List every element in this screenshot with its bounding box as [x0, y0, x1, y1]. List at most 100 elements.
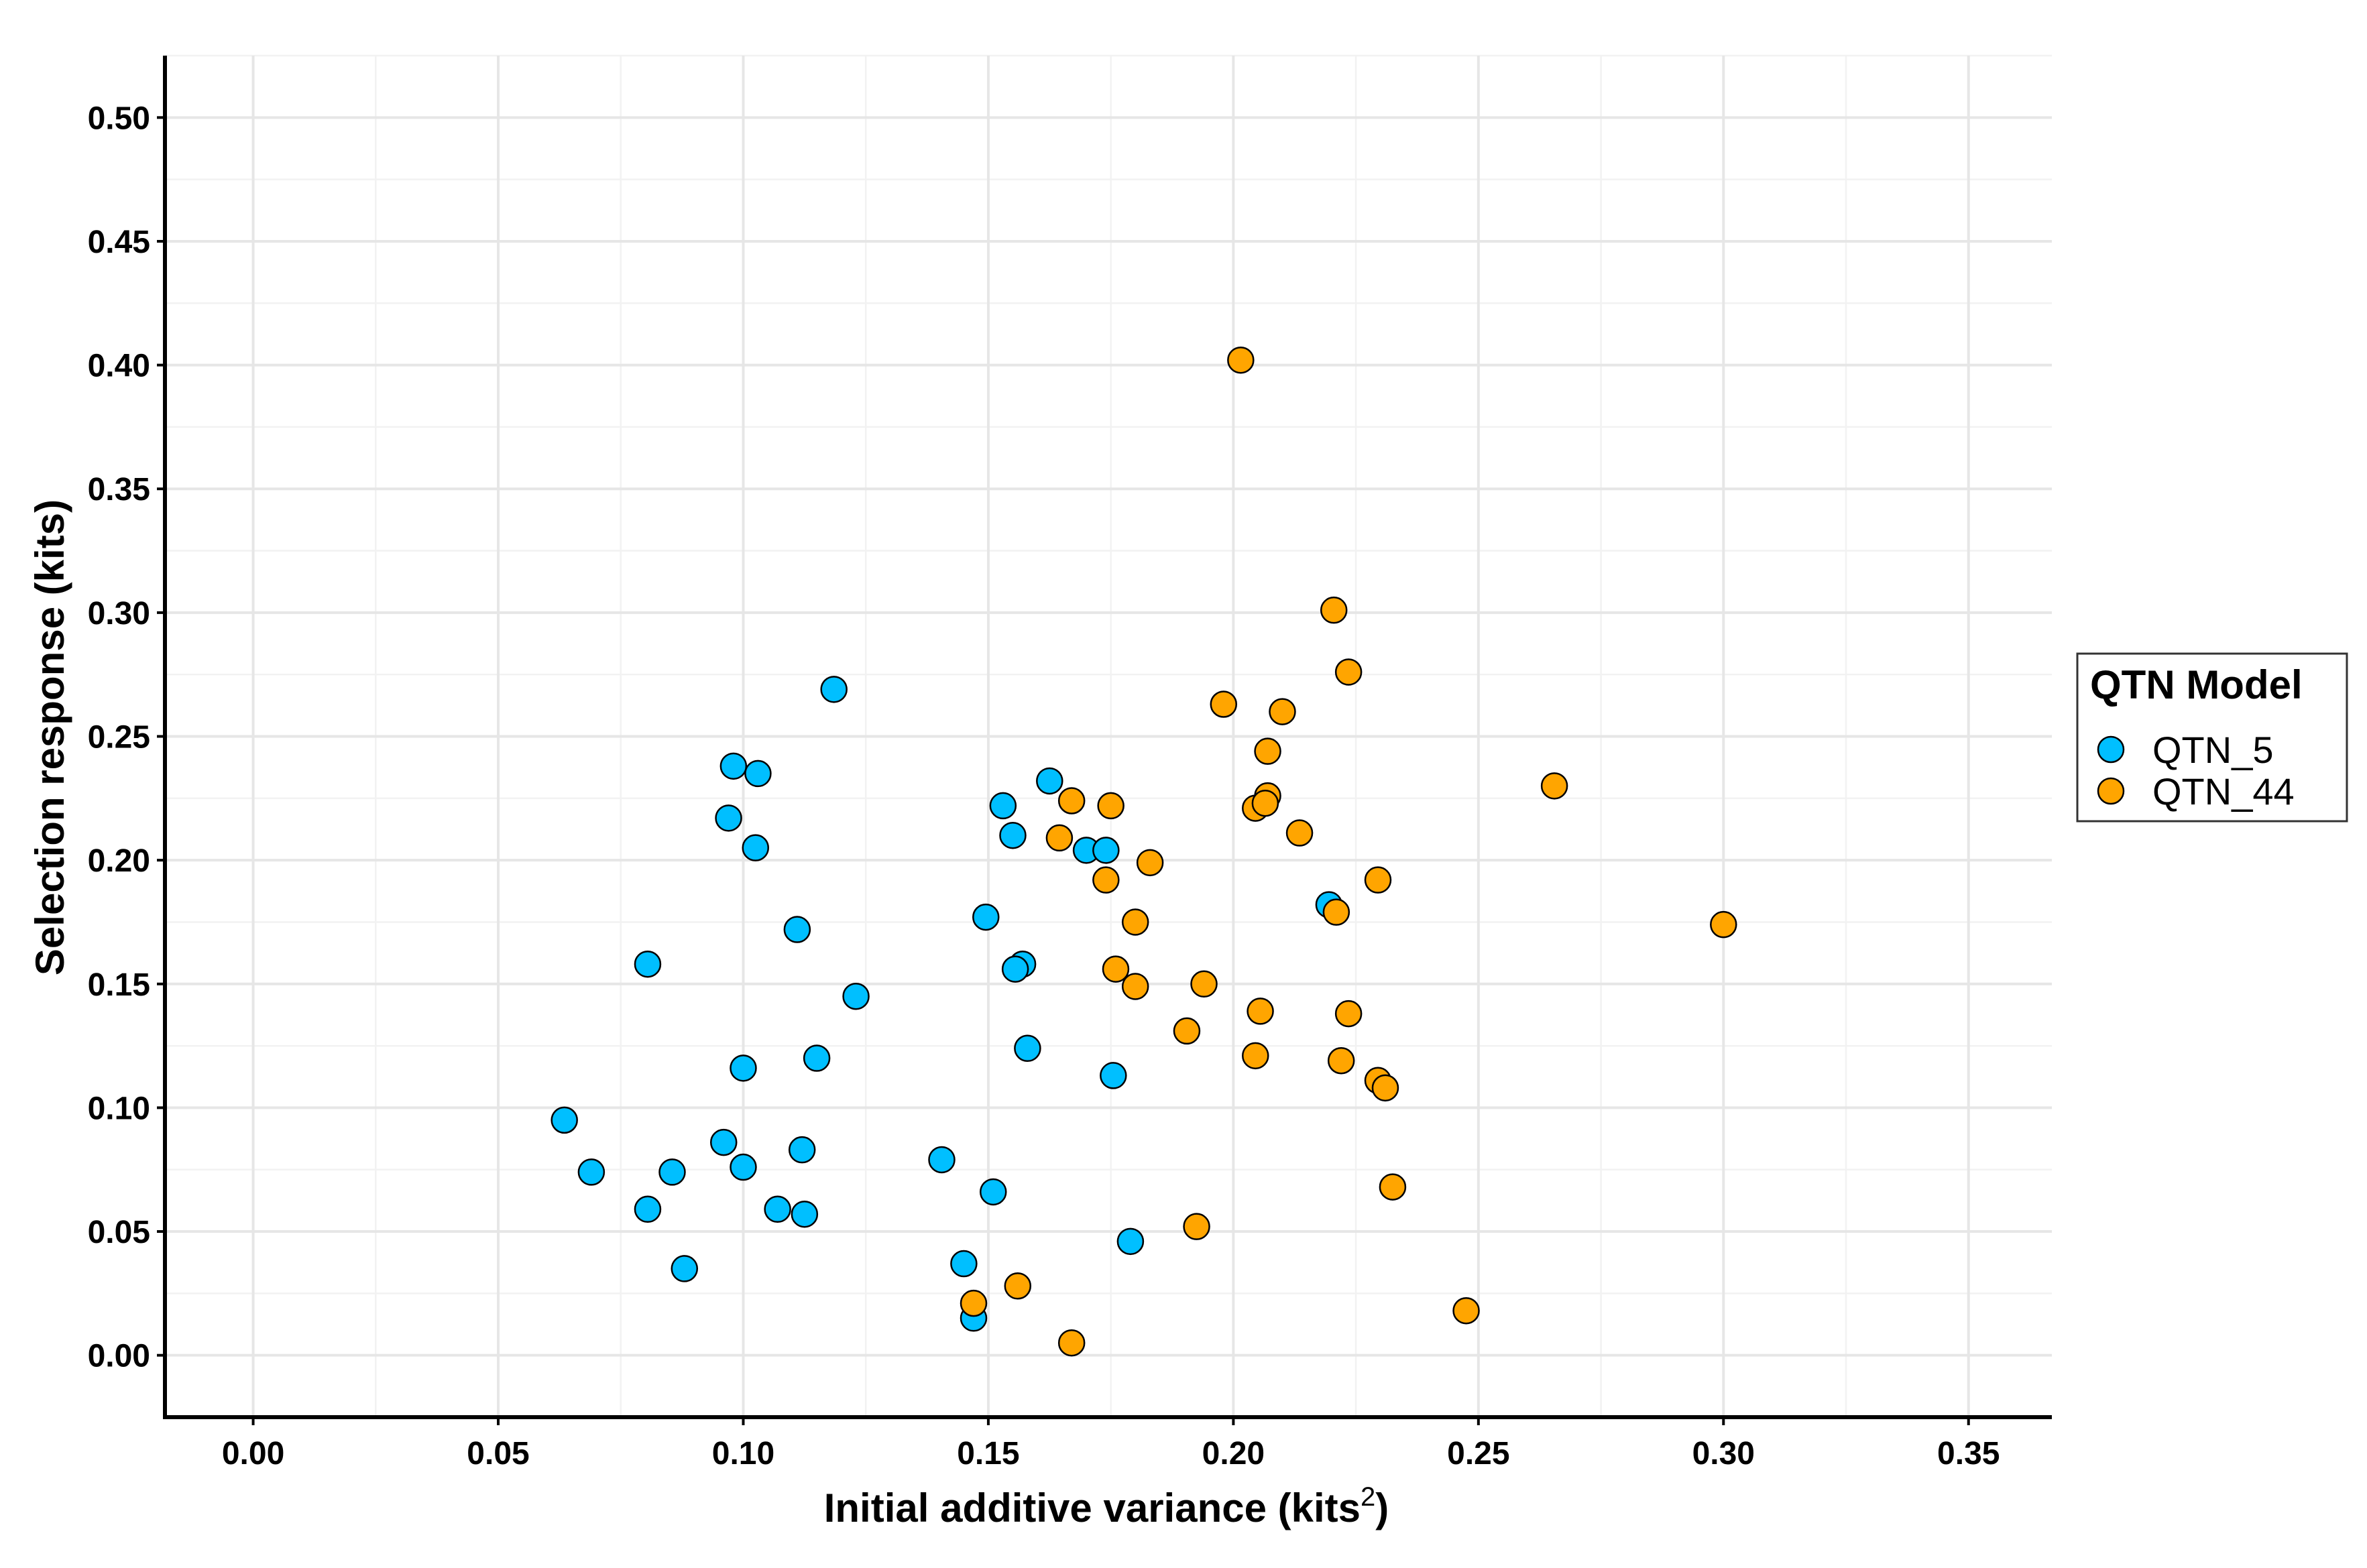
data-point-qtn-44 — [1190, 970, 1218, 998]
x-tick-label: 0.05 — [467, 1436, 529, 1471]
data-point-qtn-5 — [842, 982, 870, 1010]
data-point-qtn-5 — [671, 1255, 699, 1282]
x-tick-label: 0.35 — [1937, 1436, 2000, 1471]
data-point-qtn-5 — [791, 1200, 819, 1228]
data-point-qtn-5 — [788, 1136, 816, 1164]
data-point-qtn-5 — [730, 1054, 757, 1082]
grid-lines — [165, 54, 2052, 1419]
y-tick-label: 0.25 — [88, 720, 150, 756]
x-tick-label: 0.30 — [1692, 1436, 1755, 1471]
data-point-qtn-5 — [551, 1106, 578, 1134]
data-point-qtn-44 — [1057, 1329, 1086, 1357]
data-point-qtn-5 — [742, 834, 769, 861]
data-point-qtn-5 — [928, 1146, 956, 1174]
legend-key-qtn-44 — [2097, 777, 2125, 805]
y-tick-label: 0.00 — [88, 1339, 150, 1374]
x-axis-title: Initial additive variance (kits2) — [824, 1482, 1389, 1530]
data-point-qtn-5 — [989, 792, 1017, 820]
data-point-qtn-44 — [1327, 1046, 1355, 1075]
data-point-qtn-44 — [1334, 658, 1363, 686]
x-axis-title-superscript: 2 — [1361, 1482, 1375, 1512]
data-point-qtn-44 — [960, 1289, 988, 1317]
data-point-qtn-5 — [1036, 767, 1063, 795]
data-point-qtn-44 — [1136, 849, 1164, 877]
data-point-qtn-5 — [1100, 1062, 1127, 1089]
data-point-qtn-5 — [764, 1195, 791, 1223]
data-point-qtn-44 — [1242, 1042, 1269, 1070]
x-axis-ticks: 0.00 0.05 0.10 0.15 0.20 0.25 0.30 0.35 — [222, 1417, 2000, 1471]
legend-label: QTN_44 — [2152, 770, 2295, 812]
data-point-qtn-44 — [1364, 866, 1392, 894]
y-tick-label: 0.20 — [88, 843, 150, 879]
data-point-qtn-44 — [1269, 698, 1296, 725]
y-tick-label: 0.15 — [88, 967, 150, 1003]
data-point-qtn-5 — [1116, 1227, 1145, 1256]
y-tick-label: 0.40 — [88, 349, 150, 384]
data-point-qtn-44 — [1334, 1000, 1363, 1028]
y-axis-ticks: 0.00 0.05 0.10 0.15 0.20 0.25 0.30 0.35 0.40 0.45… — [88, 101, 165, 1374]
data-point-qtn-5 — [709, 1128, 738, 1156]
legend-label: QTN_5 — [2152, 729, 2274, 771]
data-point-qtn-44 — [1121, 973, 1149, 1000]
data-point-qtn-5 — [1092, 837, 1120, 864]
data-point-qtn-5 — [634, 950, 662, 978]
data-point-qtn-5 — [634, 1195, 662, 1223]
data-point-qtn-5 — [658, 1158, 686, 1186]
data-point-qtn-44 — [1092, 866, 1120, 894]
data-point-qtn-44 — [1710, 910, 1737, 939]
data-point-qtn-44 — [1371, 1074, 1399, 1102]
data-point-qtn-44 — [1379, 1173, 1407, 1201]
legend-title: QTN Model — [2090, 662, 2303, 707]
x-tick-label: 0.25 — [1447, 1436, 1509, 1471]
data-point-qtn-5 — [715, 804, 742, 832]
x-tick-label: 0.10 — [712, 1436, 774, 1471]
data-point-qtn-44 — [1254, 737, 1281, 765]
data-points — [551, 346, 1737, 1357]
data-point-qtn-44 — [1004, 1272, 1032, 1300]
data-point-qtn-5 — [719, 752, 748, 780]
data-point-qtn-5 — [950, 1250, 978, 1278]
y-tick-label: 0.50 — [88, 101, 150, 136]
data-point-qtn-44 — [1057, 787, 1086, 815]
data-point-qtn-44 — [1183, 1213, 1210, 1240]
x-tick-label: 0.20 — [1202, 1436, 1265, 1471]
data-point-qtn-5 — [820, 676, 848, 703]
data-point-qtn-44 — [1320, 596, 1348, 624]
data-point-qtn-5 — [744, 760, 772, 788]
data-point-qtn-44 — [1121, 908, 1149, 936]
y-tick-label: 0.10 — [88, 1091, 150, 1126]
data-point-qtn-44 — [1540, 772, 1568, 800]
data-point-qtn-44 — [1247, 998, 1274, 1025]
data-point-qtn-44 — [1322, 898, 1350, 926]
x-axis-title-suffix: ) — [1375, 1486, 1389, 1530]
y-tick-label: 0.30 — [88, 596, 150, 631]
data-point-qtn-5 — [999, 821, 1027, 849]
data-point-qtn-44 — [1173, 1017, 1201, 1045]
y-tick-label: 0.45 — [88, 225, 150, 260]
data-point-qtn-44 — [1251, 789, 1279, 817]
y-axis-title: Selection response (kits) — [27, 499, 72, 975]
y-tick-label: 0.05 — [88, 1215, 150, 1250]
data-point-qtn-5 — [783, 916, 811, 943]
data-point-qtn-44 — [1227, 346, 1255, 374]
data-point-qtn-44 — [1097, 792, 1124, 820]
data-point-qtn-5 — [803, 1044, 831, 1072]
data-point-qtn-5 — [972, 903, 1000, 931]
data-point-qtn-5 — [1014, 1034, 1041, 1063]
y-tick-label: 0.35 — [88, 472, 150, 507]
data-point-qtn-5 — [730, 1153, 757, 1181]
data-point-qtn-5 — [577, 1158, 605, 1186]
data-point-qtn-44 — [1285, 819, 1314, 847]
data-point-qtn-44 — [1102, 955, 1130, 983]
data-point-qtn-5 — [1001, 955, 1029, 983]
x-tick-label: 0.15 — [957, 1436, 1019, 1471]
legend-key-qtn-5 — [2097, 735, 2125, 764]
data-point-qtn-44 — [1210, 690, 1238, 718]
data-point-qtn-44 — [1045, 824, 1074, 852]
data-point-qtn-44 — [1452, 1296, 1480, 1325]
data-point-qtn-5 — [979, 1178, 1007, 1206]
x-tick-label: 0.00 — [222, 1436, 284, 1471]
